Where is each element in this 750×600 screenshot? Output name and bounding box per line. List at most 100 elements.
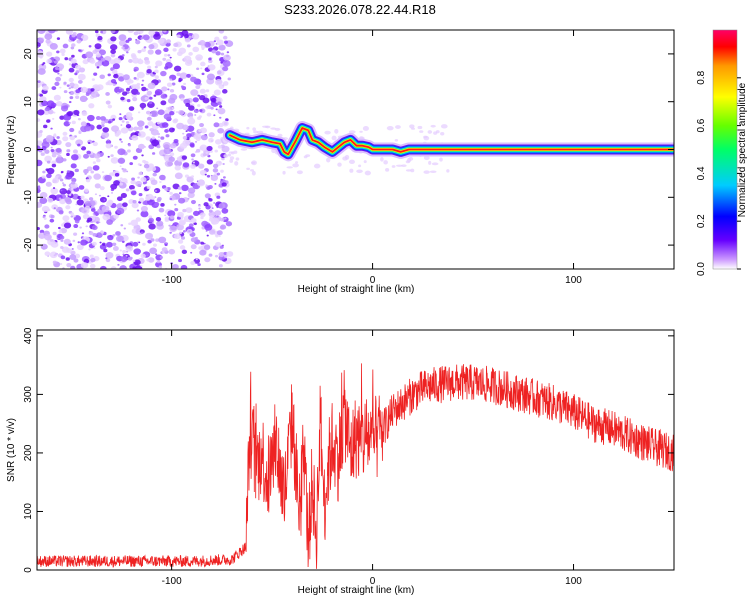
- heatmap-noise-cell: [128, 106, 135, 111]
- heatmap-noise-cell: [206, 159, 213, 165]
- heatmap-noise-cell: [51, 163, 57, 168]
- heatmap-noise-cell: [135, 40, 141, 45]
- heatmap-noise-cell: [47, 208, 51, 212]
- heatmap-noise-cell: [190, 76, 197, 83]
- heatmap-noise-cell: [121, 54, 125, 57]
- heatmap-noise-cell: [174, 165, 181, 171]
- heatmap-noise-cell: [116, 91, 120, 95]
- heatmap-noise-cell: [186, 73, 191, 78]
- heatmap-noise-cell: [156, 144, 161, 149]
- heatmap-noise-cell: [121, 240, 125, 243]
- heatmap-noise-cell: [46, 58, 52, 64]
- heatmap-noise-cell: [90, 91, 99, 98]
- heatmap-noise-cell: [173, 138, 179, 144]
- heatmap-noise-cell: [73, 258, 79, 263]
- heatmap-noise-cell: [214, 210, 222, 216]
- heatmap-noise-cell: [63, 90, 68, 94]
- heatmap-noise-cell: [101, 205, 110, 213]
- snr-y-axis-label: SNR (10 * v/v): [6, 418, 17, 482]
- heatmap-xtick-label: 100: [565, 275, 582, 286]
- heatmap-noise-cell: [53, 94, 61, 101]
- heatmap-noise-cell: [144, 125, 149, 129]
- heatmap-noise-cell: [214, 182, 217, 185]
- heatmap-noise-cell: [185, 102, 191, 108]
- heatmap-noise-cell: [37, 37, 44, 44]
- colorbar-ticks: 0.0 0.2 0.4 0.6 0.8: [696, 70, 741, 276]
- heatmap-noise-cell: [146, 116, 152, 121]
- heatmap-noise-cell: [93, 72, 98, 76]
- heatmap-faint-cell: [395, 125, 401, 129]
- heatmap-noise-cell: [192, 46, 200, 53]
- heatmap-noise-cell: [222, 35, 228, 40]
- heatmap-noise-cell: [129, 162, 134, 166]
- heatmap-faint-cell: [251, 160, 257, 166]
- heatmap-noise-cell: [138, 131, 146, 138]
- heatmap-noise-cell: [76, 39, 82, 44]
- heatmap-noise-cell: [218, 44, 226, 51]
- heatmap-noise-cell: [218, 235, 221, 238]
- heatmap-noise-cell: [114, 145, 118, 149]
- heatmap-noise-cell: [169, 231, 172, 234]
- heatmap-noise-cell: [54, 66, 59, 70]
- heatmap-noise-cell: [173, 110, 176, 112]
- heatmap-noise-cell: [147, 121, 154, 127]
- heatmap-faint-cell: [411, 127, 416, 130]
- heatmap-noise-cell: [92, 161, 96, 164]
- colorbar-label: Normalized spectral amplitude: [737, 82, 748, 217]
- heatmap-noise-cell: [55, 100, 63, 107]
- heatmap-noise-cell: [62, 136, 69, 142]
- heatmap-noise-cell: [137, 183, 142, 188]
- heatmap-noise-cell: [142, 34, 150, 41]
- heatmap-noise-cell: [73, 224, 79, 229]
- heatmap-noise-cell: [140, 205, 148, 212]
- heatmap-noise-cell: [178, 110, 185, 116]
- heatmap-noise-cell: [216, 39, 224, 46]
- heatmap-noise-cell: [110, 53, 116, 58]
- heatmap-noise-cell: [156, 121, 161, 125]
- heatmap-noise-cell: [74, 72, 78, 76]
- heatmap-noise-cell: [81, 111, 88, 117]
- heatmap-noise-cell: [37, 201, 43, 208]
- heatmap-noise-cell: [200, 134, 208, 141]
- heatmap-faint-cell: [383, 160, 388, 165]
- heatmap-noise-cell: [161, 86, 168, 92]
- heatmap-noise-cell: [211, 217, 220, 225]
- heatmap-noise-cell: [191, 199, 196, 205]
- heatmap-noise-cell: [80, 121, 87, 127]
- heatmap-noise-cell: [130, 179, 136, 185]
- heatmap-noise-cell: [91, 225, 98, 231]
- heatmap-noise-cell: [92, 141, 98, 147]
- heatmap-noise-cell: [217, 107, 226, 115]
- heatmap-noise-cell: [167, 127, 170, 130]
- heatmap-noise-cell: [68, 67, 75, 73]
- heatmap-noise-cell: [110, 49, 116, 55]
- heatmap-xtick-label: -100: [162, 275, 182, 286]
- heatmap-noise-cell: [83, 153, 90, 159]
- heatmap-noise-cell: [166, 187, 171, 191]
- heatmap-noise-cell: [192, 161, 196, 164]
- snr-x-axis-label: Height of straight line (km): [298, 585, 415, 596]
- heatmap-noise-cell: [183, 82, 187, 86]
- heatmap-noise-cell: [197, 94, 201, 97]
- heatmap-noise-cell: [168, 224, 171, 227]
- heatmap-noise-cell: [128, 222, 132, 225]
- heatmap-noise-cell: [101, 171, 105, 174]
- heatmap-noise-cell: [206, 234, 209, 237]
- heatmap-noise-cell: [116, 207, 125, 215]
- heatmap-noise-cell: [176, 223, 184, 231]
- heatmap-noise-cell: [119, 249, 122, 252]
- heatmap-ytick-label: 20: [23, 48, 34, 60]
- heatmap-noise-cell: [37, 30, 46, 34]
- heatmap-noise-cell: [222, 66, 229, 72]
- heatmap-noise-cell: [83, 258, 90, 264]
- heatmap-noise-cell: [199, 144, 208, 151]
- heatmap-faint-cell: [431, 162, 439, 166]
- heatmap-noise-cell: [164, 160, 173, 167]
- heatmap-noise-cell: [87, 114, 95, 122]
- heatmap-noise-cell: [226, 51, 230, 54]
- heatmap-noise-cell: [64, 196, 72, 203]
- heatmap-noise-cell: [37, 227, 40, 231]
- heatmap-noise-cell: [155, 253, 158, 256]
- heatmap-noise-cell: [204, 224, 213, 231]
- snr-ytick-label: 300: [23, 386, 34, 403]
